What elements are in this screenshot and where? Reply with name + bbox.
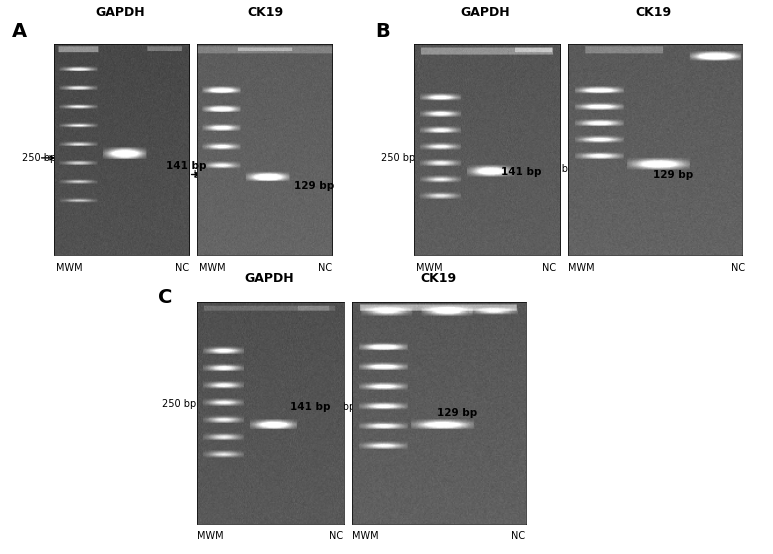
- Text: 141 bp: 141 bp: [290, 402, 330, 412]
- Text: 129 bp: 129 bp: [294, 181, 334, 191]
- Text: 250 bp: 250 bp: [22, 153, 56, 163]
- Text: NC: NC: [511, 531, 525, 541]
- Text: C: C: [158, 288, 173, 307]
- Text: 250 bp: 250 bp: [321, 402, 361, 412]
- Text: GAPDH: GAPDH: [244, 273, 294, 285]
- Text: A: A: [12, 22, 27, 41]
- Text: MWM: MWM: [199, 263, 226, 273]
- Text: MWM: MWM: [197, 531, 223, 541]
- Text: NC: NC: [329, 531, 343, 541]
- Text: 250 bp: 250 bp: [162, 399, 203, 409]
- Text: 141 bp: 141 bp: [166, 161, 206, 171]
- Text: MWM: MWM: [416, 263, 442, 273]
- Text: NC: NC: [318, 263, 332, 273]
- Text: NC: NC: [731, 263, 745, 273]
- Text: 129 bp: 129 bp: [437, 408, 477, 418]
- Text: 141 bp: 141 bp: [501, 167, 541, 177]
- Text: MWM: MWM: [352, 531, 379, 541]
- Text: MWM: MWM: [568, 263, 594, 273]
- Text: MWM: MWM: [56, 263, 83, 273]
- Text: NC: NC: [542, 263, 556, 273]
- Text: CK19: CK19: [635, 7, 671, 19]
- Text: CK19: CK19: [247, 7, 283, 19]
- Text: B: B: [375, 22, 390, 41]
- Text: CK19: CK19: [421, 273, 456, 285]
- Text: GAPDH: GAPDH: [461, 7, 510, 19]
- Text: 250 bp: 250 bp: [172, 170, 206, 179]
- Text: NC: NC: [175, 263, 189, 273]
- Text: 129 bp: 129 bp: [653, 170, 693, 179]
- Text: GAPDH: GAPDH: [95, 7, 145, 19]
- Text: 250 bp: 250 bp: [540, 164, 577, 174]
- Text: 250 bp: 250 bp: [381, 153, 421, 163]
